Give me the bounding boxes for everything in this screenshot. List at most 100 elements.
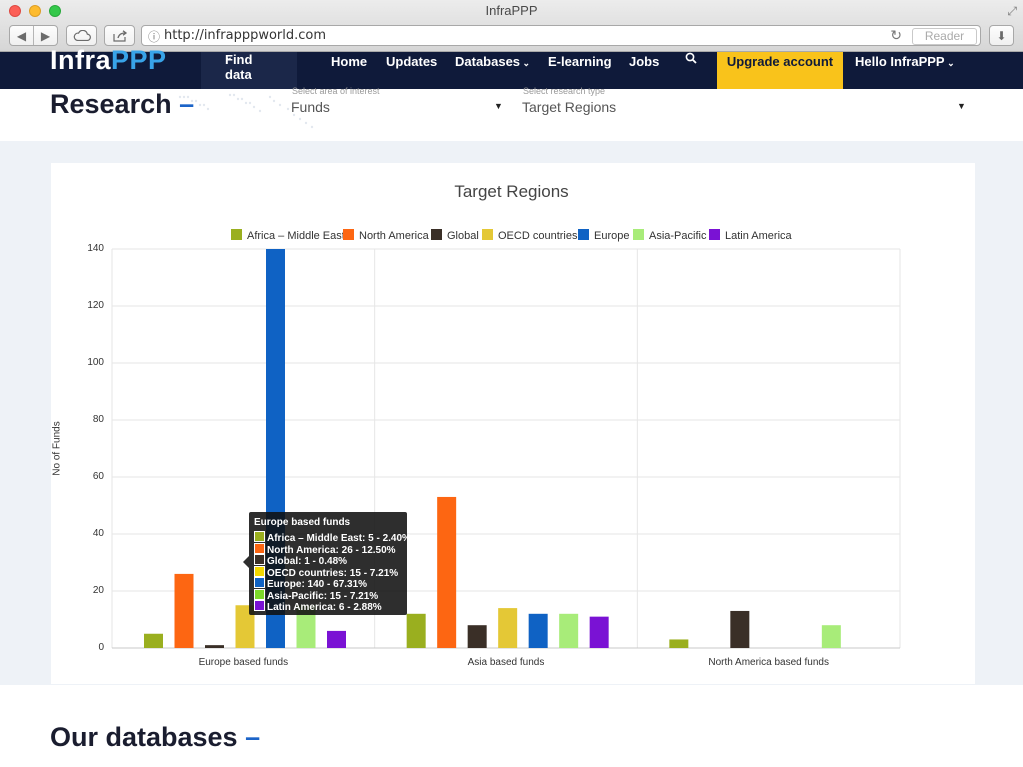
chevron-down-icon: ⌄ [944,58,955,68]
minimize-window-button[interactable] [29,5,41,17]
y-tick-label: 120 [87,300,104,311]
y-tick-label: 40 [92,528,104,539]
site-navbar: InfraPPP Find data ⌄ Home Updates Databa… [0,45,1023,89]
find-data-menu[interactable]: Find data ⌄ [201,52,297,89]
download-icon: ⬇ [996,28,1007,43]
nav-elearning[interactable]: E-learning [548,54,612,69]
tooltip-row-text: OECD countries: 15 - 7.21% [267,568,399,579]
reader-button[interactable]: Reader [912,28,977,45]
legend-swatch [231,229,242,240]
tooltip-row-text: North America: 26 - 12.50% [267,545,396,556]
nav-databases[interactable]: Databases ⌄ [455,54,530,69]
research-header: Research – Select area of interest Funds… [0,86,1023,141]
legend-item-global[interactable]: Global [431,229,479,242]
user-menu-label: Hello InfraPPP [855,54,945,69]
cloud-icon [73,30,91,41]
tooltip-row: Europe: 140 - 67.31% [254,577,367,590]
legend-label: OECD countries [498,230,578,242]
tooltip-caret [243,556,249,568]
tooltip-swatch [254,600,265,611]
tooltip-row: Global: 1 - 0.48% [254,554,347,567]
fullscreen-icon[interactable]: ⤢ [1007,4,1017,18]
tooltip-swatch [254,589,265,600]
close-window-button[interactable] [9,5,21,17]
legend-label: Latin America [725,230,792,242]
caret-down-icon[interactable]: ▼ [957,101,966,111]
databases-title: Our databases – [50,722,260,753]
url-text[interactable]: http://infrapppworld.com [164,28,327,43]
tooltip-row-text: Latin America: 6 - 2.88% [267,602,382,613]
x-tick-label: Europe based funds [198,657,289,668]
legend-item-oecd[interactable]: OECD countries [482,229,578,242]
tooltip-row: OECD countries: 15 - 7.21% [254,566,398,579]
y-tick-label: 80 [92,414,104,425]
page-title-text: Research [50,89,172,119]
legend-label: Europe [594,230,630,242]
legend-item-latin-america[interactable]: Latin America [709,229,792,242]
legend-item-asia-pacific[interactable]: Asia-Pacific [633,229,707,242]
share-button[interactable] [104,25,135,46]
y-tick-label: 100 [87,357,104,368]
y-tick-label: 140 [87,243,104,254]
window-title: InfraPPP [485,3,538,18]
chevron-down-icon: ⌄ [520,58,531,68]
icloud-tabs-button[interactable] [66,25,97,46]
area-select-value[interactable]: Funds [291,99,330,115]
databases-title-text: Our databases [50,722,238,752]
upgrade-account-button[interactable]: Upgrade account [717,52,843,89]
nav-jobs[interactable]: Jobs [629,54,660,69]
type-select-value[interactable]: Target Regions [522,99,617,115]
forward-icon[interactable]: ▶ [40,28,51,43]
legend-swatch [709,229,720,240]
legend-label: Asia-Pacific [649,230,707,242]
type-select-label: Select research type [523,86,606,96]
user-menu[interactable]: Hello InfraPPP ⌄ [855,54,955,69]
chart-card [51,163,975,684]
site-logo[interactable]: InfraPPP [50,45,167,76]
legend-swatch [578,229,589,240]
legend-swatch [343,229,354,240]
y-tick-label: 0 [98,642,104,653]
tooltip-row-text: Africa – Middle East: 5 - 2.40% [267,533,411,544]
tooltip-row: Asia-Pacific: 15 - 7.21% [254,589,378,602]
tooltip-title: Europe based funds [254,517,351,528]
legend-swatch [482,229,493,240]
y-tick-label: 60 [92,471,104,482]
share-icon [112,29,127,42]
title-accent-dash: – [179,89,195,119]
legend-item-north-america[interactable]: North America [343,229,429,242]
legend-label: North America [359,230,429,242]
find-data-label: Find data [225,52,253,82]
legend-item-africa-middle-east[interactable]: Africa – Middle East [231,229,345,242]
tooltip-swatch [254,531,265,542]
back-forward-buttons: ◀ ▶ [9,25,58,46]
divider [33,26,34,45]
reload-icon[interactable]: ↻ [890,27,902,43]
tooltip-row: Latin America: 6 - 2.88% [254,600,382,613]
title-accent-dash: – [245,722,261,752]
tooltip-row-text: Global: 1 - 0.48% [267,556,348,567]
chart-tooltip: Europe based funds Africa – Middle East:… [243,512,411,615]
y-tick-label: 20 [92,585,104,596]
legend-swatch [431,229,442,240]
caret-down-icon[interactable]: ▼ [494,101,503,111]
back-icon[interactable]: ◀ [16,28,27,43]
y-axis-label: No of Funds [51,421,63,476]
tooltip-row-text: Europe: 140 - 67.31% [267,579,368,590]
x-tick-label: Asia based funds [467,657,545,668]
address-bar[interactable]: ⓘ http://infrapppworld.com ↻ Reader [141,25,981,46]
nav-home[interactable]: Home [331,54,368,69]
legend-label: Global [447,230,479,242]
tooltip-swatch [254,554,265,565]
tooltip-swatch [254,566,265,577]
nav-databases-label: Databases [455,54,521,69]
logo-infra-text: Infra [50,45,112,75]
browser-titlebar: InfraPPP ⤢ ◀ ▶ ⓘ http://infrapppworld.co… [0,0,1023,52]
downloads-button[interactable]: ⬇ [989,25,1014,46]
nav-updates[interactable]: Updates [386,54,438,69]
tooltip-row-text: Asia-Pacific: 15 - 7.21% [267,591,379,602]
legend-item-europe[interactable]: Europe [578,229,630,242]
zoom-window-button[interactable] [49,5,61,17]
world-map-decoration [178,93,314,129]
search-icon[interactable] [685,52,697,67]
